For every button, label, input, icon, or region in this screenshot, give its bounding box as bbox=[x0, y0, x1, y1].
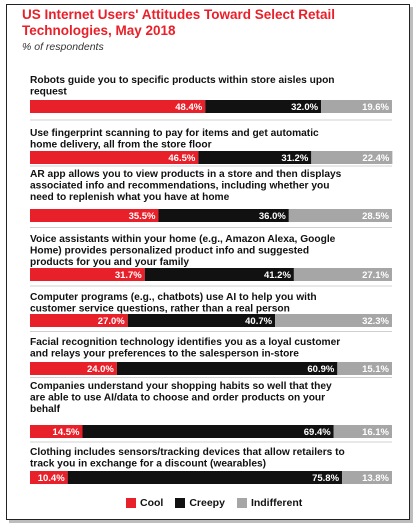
bar-indifferent-7 bbox=[333, 425, 392, 438]
bar-creepy-6 bbox=[116, 362, 338, 375]
value-label-creepy-5: 40.7% bbox=[245, 316, 272, 327]
value-label-creepy-8: 75.8% bbox=[312, 473, 339, 484]
bar-indifferent-8 bbox=[342, 471, 392, 484]
question-label-2: Use fingerprint scanning to pay for item… bbox=[30, 128, 319, 151]
value-label-creepy-3: 36.0% bbox=[259, 211, 286, 222]
legend-item-creepy: Creepy bbox=[175, 497, 225, 509]
value-label-cool-7: 14.5% bbox=[53, 427, 80, 438]
value-label-cool-5: 27.0% bbox=[98, 316, 125, 327]
value-label-creepy-4: 41.2% bbox=[264, 270, 291, 281]
bar-indifferent-1 bbox=[321, 100, 392, 113]
bar-indifferent-2 bbox=[311, 151, 393, 164]
legend-label-cool: Cool bbox=[140, 497, 164, 509]
legend-swatch-cool bbox=[126, 498, 136, 508]
bar-creepy-2 bbox=[198, 151, 312, 164]
value-label-creepy-6: 60.9% bbox=[307, 364, 334, 375]
bar-creepy-3 bbox=[158, 209, 289, 222]
value-label-indifferent-8: 13.8% bbox=[362, 473, 389, 484]
value-label-cool-8: 10.4% bbox=[38, 473, 65, 484]
bar-cool-5 bbox=[30, 314, 128, 327]
bar-cool-8 bbox=[30, 471, 68, 484]
bar-cool-2 bbox=[30, 151, 199, 164]
value-label-indifferent-6: 15.1% bbox=[362, 364, 389, 375]
question-label-7: Companies understand your shopping habit… bbox=[30, 381, 332, 415]
bar-creepy-7 bbox=[82, 425, 334, 438]
chart-subtitle: % of respondents bbox=[22, 41, 104, 53]
value-label-creepy-7: 69.4% bbox=[304, 427, 331, 438]
question-label-6: Facial recognition technology identifies… bbox=[30, 337, 340, 360]
value-label-indifferent-2: 22.4% bbox=[362, 153, 389, 164]
bar-cool-1 bbox=[30, 100, 206, 113]
question-label-4: Voice assistants within your home (e.g.,… bbox=[30, 234, 336, 268]
value-label-indifferent-1: 19.6% bbox=[362, 102, 389, 113]
value-label-cool-2: 46.5% bbox=[168, 153, 195, 164]
bar-indifferent-4 bbox=[293, 268, 392, 281]
question-label-5: Computer programs (e.g., chatbots) use A… bbox=[30, 292, 317, 315]
legend-label-creepy: Creepy bbox=[189, 497, 225, 509]
value-label-creepy-1: 32.0% bbox=[291, 102, 318, 113]
value-label-indifferent-4: 27.1% bbox=[362, 270, 389, 281]
value-label-indifferent-3: 28.5% bbox=[362, 211, 389, 222]
legend-label-indifferent: Indifferent bbox=[250, 497, 303, 509]
bar-cool-6 bbox=[30, 362, 117, 375]
bar-cool-3 bbox=[30, 209, 159, 222]
legend-swatch-indifferent bbox=[236, 498, 247, 508]
bar-indifferent-3 bbox=[288, 209, 392, 222]
bar-indifferent-5 bbox=[275, 314, 392, 327]
question-label-8: Clothing includes sensors/tracking devic… bbox=[30, 447, 345, 470]
value-label-cool-4: 31.7% bbox=[115, 270, 142, 281]
legend-item-indifferent: Indifferent bbox=[236, 497, 303, 509]
bar-indifferent-6 bbox=[337, 362, 392, 375]
bar-creepy-4 bbox=[144, 268, 294, 281]
value-label-indifferent-5: 32.3% bbox=[362, 316, 389, 327]
value-label-cool-6: 24.0% bbox=[87, 364, 114, 375]
chart-legend: Cool Creepy Indifferent bbox=[126, 497, 314, 509]
legend-swatch-creepy bbox=[175, 498, 186, 508]
bar-cool-7 bbox=[30, 425, 83, 438]
bar-creepy-8 bbox=[67, 471, 343, 484]
chart-title: US Internet Users' Attitudes Toward Sele… bbox=[22, 7, 336, 38]
question-label-1: Robots guide you to specific products wi… bbox=[30, 75, 335, 98]
bar-creepy-1 bbox=[205, 100, 322, 113]
legend-item-cool: Cool bbox=[126, 497, 163, 509]
value-label-cool-1: 48.4% bbox=[175, 102, 202, 113]
bar-cool-4 bbox=[30, 268, 145, 281]
question-label-3: AR app allows you to view products in a … bbox=[30, 169, 342, 203]
value-label-cool-3: 35.5% bbox=[129, 211, 156, 222]
value-label-indifferent-7: 16.1% bbox=[362, 427, 389, 438]
bar-creepy-5 bbox=[127, 314, 276, 327]
value-label-creepy-2: 31.2% bbox=[281, 153, 308, 164]
